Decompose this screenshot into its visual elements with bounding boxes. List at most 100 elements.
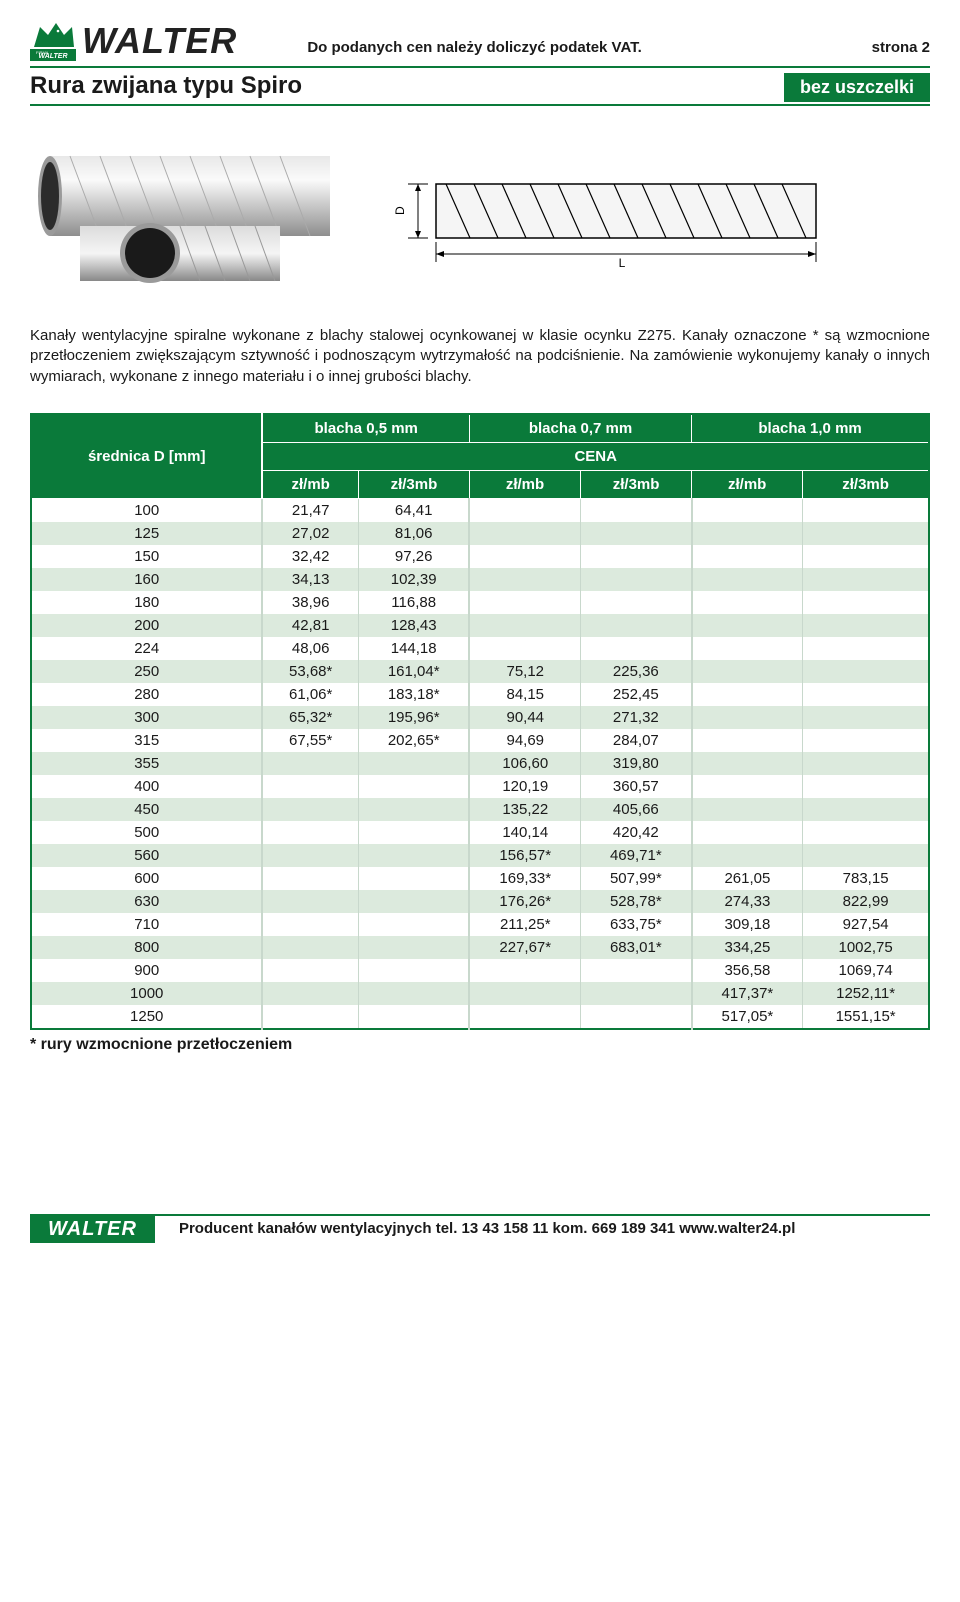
cell-price: 822,99 [803,890,929,913]
cell-price [469,1005,580,1029]
table-row: 400120,19360,57 [31,775,929,798]
cell-price [262,959,358,982]
dim-l-label: L [619,256,626,270]
table-row: 900356,581069,74 [31,959,929,982]
cell-price [581,614,692,637]
cell-price: 48,06 [262,637,358,660]
cell-price [469,982,580,1005]
table-row: 1000417,37*1252,11* [31,982,929,1005]
cell-price [803,844,929,867]
cell-diameter: 160 [31,568,262,591]
cell-price: 34,13 [262,568,358,591]
table-footnote: * rury wzmocnione przetłoczeniem [30,1036,930,1054]
cell-price [358,798,469,821]
cell-price: 120,19 [469,775,580,798]
cell-price [262,1005,358,1029]
sub-5: zł/3mb [803,470,929,498]
cell-price: 21,47 [262,498,358,522]
cell-price [692,522,803,545]
cell-price: 116,88 [358,591,469,614]
table-row: 630176,26*528,78*274,33822,99 [31,890,929,913]
cell-price: 417,37* [692,982,803,1005]
table-row: 355106,60319,80 [31,752,929,775]
cell-price [803,706,929,729]
cell-price: 284,07 [581,729,692,752]
footer-contact: Producent kanałów wentylacyjnych tel. 13… [155,1216,930,1243]
cell-price [803,660,929,683]
cell-price: 90,44 [469,706,580,729]
cell-price: 633,75* [581,913,692,936]
cell-price [692,614,803,637]
cell-price [692,545,803,568]
cell-price [358,982,469,1005]
cell-price: 53,68* [262,660,358,683]
cell-diameter: 180 [31,591,262,614]
cell-price: 227,67* [469,936,580,959]
cell-price [358,1005,469,1029]
cell-price: 1002,75 [803,936,929,959]
sub-3: zł/3mb [581,470,692,498]
cell-price [581,1005,692,1029]
cell-price: 211,25* [469,913,580,936]
cell-price: 32,42 [262,545,358,568]
cell-price: 271,32 [581,706,692,729]
cell-diameter: 355 [31,752,262,775]
col-group-10: blacha 1,0 mm [692,414,929,443]
dimension-schematic: D L [390,166,830,276]
cell-price: 252,45 [581,683,692,706]
cell-price: 42,81 [262,614,358,637]
cell-price: 405,66 [581,798,692,821]
cell-price: 927,54 [803,913,929,936]
table-row: 28061,06*183,18*84,15252,45 [31,683,929,706]
cell-price [358,752,469,775]
cell-price [803,798,929,821]
cell-price [692,821,803,844]
cell-price: 161,04* [358,660,469,683]
vat-note: Do podanych cen należy doliczyć podatek … [247,39,861,62]
cell-price [803,637,929,660]
cell-price [358,867,469,890]
cell-price [581,545,692,568]
eagle-logo-icon: WALTER FIRMA [30,21,76,61]
cell-price: 683,01* [581,936,692,959]
page-footer: WALTER Producent kanałów wentylacyjnych … [30,1214,930,1243]
cell-price [692,568,803,591]
cell-price: 67,55* [262,729,358,752]
table-row: 18038,96116,88 [31,591,929,614]
cell-diameter: 250 [31,660,262,683]
cell-price: 128,43 [358,614,469,637]
cell-diameter: 450 [31,798,262,821]
cell-price [803,729,929,752]
sub-4: zł/mb [692,470,803,498]
cell-price [803,821,929,844]
table-row: 15032,4297,26 [31,545,929,568]
cell-diameter: 224 [31,637,262,660]
cell-price [692,729,803,752]
cell-price [581,637,692,660]
cell-price: 420,42 [581,821,692,844]
cell-price: 65,32* [262,706,358,729]
table-row: 30065,32*195,96*90,44271,32 [31,706,929,729]
cell-price [262,867,358,890]
cell-price: 517,05* [692,1005,803,1029]
page-header: WALTER FIRMA WALTER Do podanych cen nale… [30,20,930,68]
cell-price: 81,06 [358,522,469,545]
cell-diameter: 560 [31,844,262,867]
cell-diameter: 1000 [31,982,262,1005]
cell-price: 195,96* [358,706,469,729]
cell-price [803,752,929,775]
cell-price: 169,33* [469,867,580,890]
cell-price [262,752,358,775]
cell-price: 783,15 [803,867,929,890]
cell-price: 528,78* [581,890,692,913]
cell-price: 144,18 [358,637,469,660]
cell-price: 1069,74 [803,959,929,982]
cell-price: 102,39 [358,568,469,591]
cell-price [469,614,580,637]
price-header: CENA [262,442,929,470]
sub-0: zł/mb [262,470,358,498]
table-row: 25053,68*161,04*75,12225,36 [31,660,929,683]
cell-price [358,821,469,844]
cell-price: 507,99* [581,867,692,890]
cell-price [469,498,580,522]
